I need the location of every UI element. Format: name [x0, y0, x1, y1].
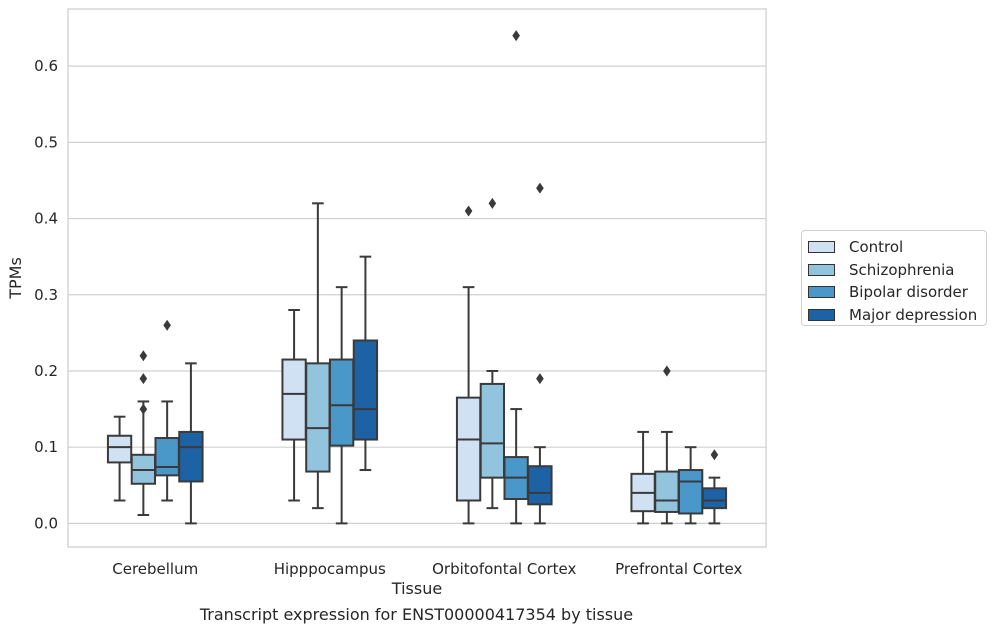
legend-swatch: [808, 241, 835, 254]
box-group: [630, 430, 656, 525]
legend-item: Control: [808, 236, 986, 259]
plot-frame: [67, 8, 767, 548]
box-group: [455, 205, 482, 525]
box: [527, 465, 553, 506]
x-tick-label: Orbitofontal Cortex: [432, 560, 576, 578]
outlier-point: [536, 182, 544, 194]
box: [479, 382, 506, 479]
outlier-point: [464, 205, 473, 217]
x-tick-label: Hipppocampus: [274, 560, 386, 578]
box-layer: [106, 30, 728, 525]
outlier-point: [512, 30, 520, 42]
figure-caption: Transcript expression for ENST0000041735…: [199, 605, 634, 624]
y-tick-label: 0.5: [34, 133, 58, 151]
box-group: [503, 30, 529, 525]
box: [328, 358, 355, 447]
box-group: [527, 182, 553, 525]
box-group: [701, 449, 728, 525]
y-axis-title: TPMs: [6, 257, 25, 300]
box-group: [654, 365, 680, 525]
legend-swatch: [808, 308, 835, 321]
outlier-point: [139, 350, 148, 362]
y-tick-label: 0.4: [34, 210, 58, 228]
box: [305, 362, 331, 473]
y-tick-label: 0.2: [34, 362, 58, 380]
legend-item: Schizophrenia: [808, 259, 986, 282]
box-group: [281, 309, 307, 502]
box: [281, 358, 307, 441]
box: [352, 339, 379, 441]
y-tick-labels: 0.0 0.1 0.2 0.3 0.4 0.5 0.6: [34, 57, 58, 532]
legend-swatch: [808, 263, 835, 276]
x-tick-label: Cerebellum: [112, 560, 198, 578]
x-axis-title: Tissue: [391, 579, 442, 598]
box-group: [677, 446, 704, 525]
outlier-point: [663, 365, 671, 377]
legend-item: Major depression: [808, 304, 986, 327]
y-tick-label: 0.1: [34, 438, 58, 456]
legend-item: Bipolar disorder: [808, 281, 986, 304]
box-group: [328, 286, 355, 525]
box-group: [479, 197, 506, 510]
box: [701, 487, 728, 510]
legend: Control Schizophrenia Bipolar disorder Majo…: [801, 230, 987, 326]
legend-label: Bipolar disorder: [849, 283, 968, 302]
outlier-point: [139, 403, 148, 415]
x-tick-label: Prefrontal Cortex: [615, 560, 742, 578]
box: [677, 469, 704, 515]
box-group: [178, 362, 204, 525]
box: [154, 437, 180, 477]
legend-swatch: [808, 286, 835, 299]
y-tick-label: 0.0: [34, 514, 58, 532]
outlier-point: [139, 373, 148, 385]
box-group: [130, 350, 157, 516]
box: [178, 430, 204, 483]
outlier-point: [710, 449, 719, 461]
y-tick-label: 0.3: [34, 286, 58, 304]
x-tick-labels: Cerebellum Hipppocampus Orbitofontal Corte…: [112, 560, 742, 578]
box-group: [106, 415, 133, 502]
box-group: [352, 255, 379, 472]
box-group: [154, 319, 180, 502]
box: [455, 396, 482, 502]
outlier-point: [536, 373, 544, 385]
box-group: [305, 202, 331, 510]
box: [654, 470, 680, 513]
legend-label: Control: [849, 238, 904, 257]
box: [106, 434, 133, 464]
outlier-point: [163, 319, 171, 331]
legend-label: Major depression: [849, 305, 978, 324]
legend-label: Schizophrenia: [849, 260, 955, 279]
outlier-point: [488, 197, 497, 209]
y-tick-label: 0.6: [34, 57, 58, 75]
